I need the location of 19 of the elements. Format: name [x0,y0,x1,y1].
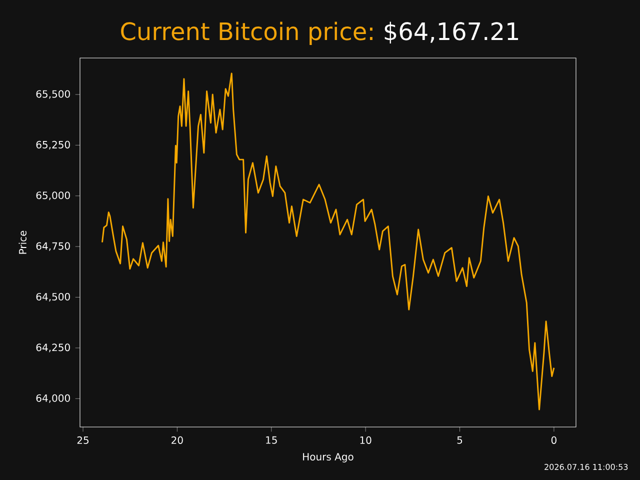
x-tick-label: 20 [172,436,183,444]
x-axis-title: Hours Ago [303,453,354,462]
y-tick-label: 64,500 [36,292,70,302]
text: 2026.07.16 11:00:53 [544,464,628,470]
chart-subtitle: $64,167.21 [384,22,518,44]
x-tick-label: 25 [77,436,88,444]
line-series [101,72,555,410]
y-tick-label: 64,750 [36,242,70,251]
x-tick-label: 0 [551,436,556,444]
x-tick-label: 5 [457,436,462,444]
y-tick-label: 65,250 [36,140,70,150]
y-tick-label: 65,500 [36,90,70,99]
x-tick-label: 15 [266,436,277,444]
chart-title: Current Bitcoin price: [121,22,372,45]
y-tick-label: 64,250 [36,344,70,352]
x-tick-label: 10 [360,436,372,444]
y-axis-title: Price [18,230,26,254]
y-tick-label: 64,000 [36,394,70,403]
y-tick-label: 65,000 [36,192,70,200]
